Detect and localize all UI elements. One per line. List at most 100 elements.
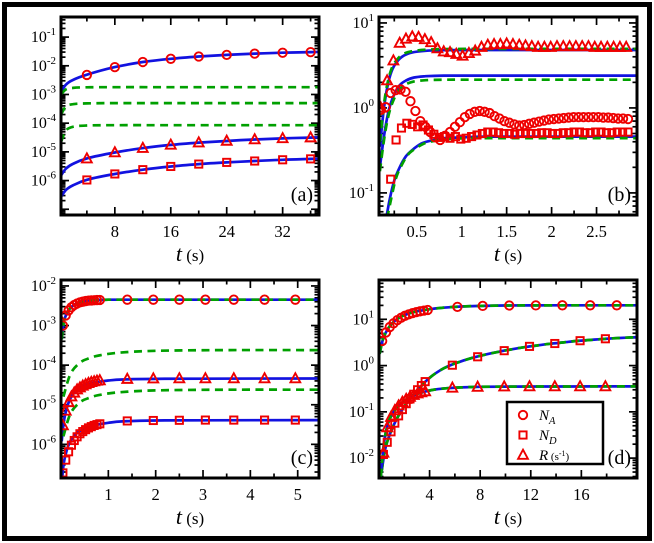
- square-marker: [488, 127, 498, 137]
- triangle-marker: [192, 135, 206, 148]
- y-tick-label: 10-3: [31, 83, 57, 103]
- x-tick-label: 8: [111, 222, 119, 241]
- circle-marker: [200, 294, 211, 305]
- square-marker: [618, 127, 628, 137]
- triangle-marker: [613, 39, 627, 52]
- circle-marker: [622, 113, 634, 125]
- plot-frame: [377, 278, 639, 480]
- triangle-marker: [512, 37, 526, 50]
- x-tick-label: 4: [246, 485, 254, 504]
- triangle-marker: [411, 386, 425, 399]
- circle-marker: [517, 409, 529, 421]
- circle-marker: [578, 111, 589, 123]
- square-marker: [537, 128, 547, 138]
- square-marker: [518, 430, 528, 440]
- circle-marker: [583, 111, 594, 123]
- circle-marker: [464, 108, 475, 120]
- circle-marker: [410, 105, 421, 117]
- y-tick-label: 100: [353, 355, 375, 375]
- square-marker: [473, 352, 483, 362]
- triangle-marker: [556, 39, 570, 52]
- triangle-marker: [418, 32, 432, 45]
- square-marker: [596, 127, 606, 137]
- x-tick-label: 24: [218, 222, 235, 241]
- circle-marker: [543, 114, 555, 125]
- meanfield-line-green: [61, 101, 319, 116]
- circle-marker: [530, 300, 541, 311]
- triangle-marker: [379, 445, 390, 458]
- series-b-ND-sim: [386, 118, 633, 184]
- square-marker: [600, 334, 610, 344]
- triangle-marker: [164, 137, 178, 150]
- square-marker: [607, 128, 617, 138]
- legend-label: ND: [538, 428, 557, 447]
- triangle-marker: [220, 133, 234, 146]
- y-tick-label: 10-4: [31, 354, 57, 374]
- circle-marker: [422, 304, 433, 316]
- square-marker: [564, 128, 574, 138]
- series-c-ND-sim: [61, 415, 300, 478]
- series-c-NA-theory: [61, 298, 319, 340]
- meanfield-line-green: [61, 85, 319, 96]
- circle-marker: [523, 118, 535, 129]
- meanfield-line-green: [62, 348, 319, 398]
- circle-marker: [400, 86, 411, 97]
- legend-box: [505, 400, 605, 466]
- square-marker: [174, 415, 184, 425]
- circle-marker: [504, 117, 515, 128]
- triangle-marker: [581, 39, 595, 52]
- circle-marker: [277, 47, 288, 58]
- circle-marker: [122, 294, 133, 305]
- circle-marker: [617, 113, 629, 124]
- triangle-marker: [449, 46, 463, 59]
- circle-marker: [598, 112, 609, 123]
- circle-marker: [379, 104, 386, 115]
- y-tick-label: 10-2: [349, 447, 374, 467]
- square-marker: [194, 159, 204, 169]
- x-tick-label: 2.5: [586, 222, 607, 241]
- triangle-marker: [62, 395, 76, 408]
- circle-marker: [504, 300, 515, 311]
- circle-marker: [553, 113, 564, 124]
- square-marker: [477, 128, 487, 139]
- square-marker: [290, 415, 300, 425]
- circle-marker: [494, 113, 505, 124]
- square-marker: [499, 346, 509, 356]
- square-marker: [278, 155, 288, 165]
- square-marker: [260, 415, 270, 425]
- square-marker: [591, 127, 601, 137]
- triangle-marker: [525, 39, 539, 52]
- x-tick-label: 32: [274, 222, 291, 241]
- circle-marker: [259, 294, 270, 305]
- x-tick-label: 12: [523, 485, 540, 504]
- square-marker: [450, 132, 460, 142]
- circle-marker: [380, 102, 391, 113]
- square-marker: [396, 123, 407, 133]
- y-tick-label: 10-1: [349, 182, 374, 202]
- triangle-marker: [227, 371, 241, 384]
- square-marker: [110, 169, 120, 179]
- triangle-marker: [573, 379, 587, 392]
- triangle-marker: [600, 39, 614, 52]
- circle-marker: [612, 113, 624, 124]
- circle-marker: [499, 115, 510, 127]
- square-marker: [569, 127, 579, 137]
- triangle-marker: [430, 41, 444, 54]
- panel-b-plot: 101 100 10-1 0.5 1 1.5 2 2.5 t (s) (b): [349, 12, 639, 266]
- x-tick-labels: 8 16 24 32: [111, 222, 291, 241]
- series-a-meanfield-mid: [61, 101, 319, 116]
- square-marker: [200, 415, 210, 425]
- series-group: [379, 29, 637, 215]
- circle-marker: [452, 301, 463, 313]
- triangle-marker: [550, 39, 564, 52]
- square-marker: [391, 135, 401, 145]
- circle-marker: [477, 300, 488, 312]
- square-marker: [229, 415, 239, 425]
- x-axis-title: t (s): [494, 504, 522, 529]
- circle-marker: [563, 112, 574, 123]
- square-marker: [306, 154, 316, 164]
- legend-label: NA: [538, 408, 556, 427]
- circle-marker: [148, 294, 159, 305]
- theory-line-blue: [61, 418, 319, 478]
